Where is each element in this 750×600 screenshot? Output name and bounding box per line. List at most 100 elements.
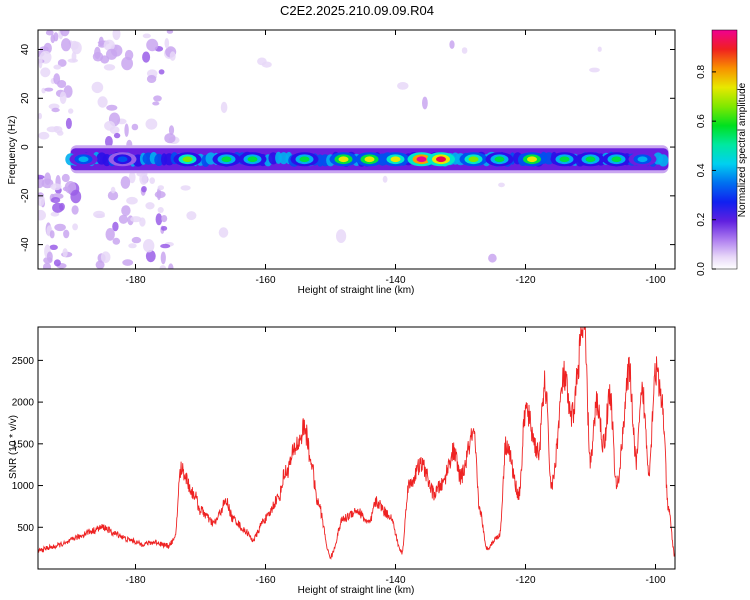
spectrogram-noise-blob [52,202,64,213]
spectrogram-noise-blob [110,186,116,194]
spectrogram-noise-blob [45,30,54,36]
y-tick-label: -40 [20,237,31,252]
spectrogram-peak [299,156,310,163]
spectrogram-peak [611,156,622,163]
spectrogram-noise-blob [166,30,174,34]
spectrogram-noise-blob [105,228,115,241]
spectrogram-noise-blob [41,178,54,189]
spectrogram-noise-blob [141,186,147,193]
spectrogram-noise-blob [54,126,63,134]
y-tick-label: 0 [20,144,31,150]
spectrogram-noise-blob [112,237,121,245]
x-tick-label: -120 [515,575,535,586]
spectrogram-noise-blob [68,108,74,114]
spectrogram-x-label: Height of straight line (km) [298,285,415,296]
spectrogram-noise-blob [46,251,53,263]
x-tick-label: -180 [125,575,145,586]
spectrogram-band-cell [658,154,669,167]
spectrogram-noise-blob [62,186,71,192]
spectrogram-peak [182,156,193,163]
x-tick-label: -100 [645,575,665,586]
spectrogram-noise-blob [40,67,51,78]
spectrogram-noise-blob [161,226,168,231]
spectrogram-noise-blob [104,120,116,131]
spectrogram-noise-blob [38,209,46,221]
spectrogram-noise-blob [70,189,82,204]
snr-y-axis: 500 1000 1500 2000 2500 [12,356,675,534]
spectrogram-y-label: Frequency (Hz) [7,116,18,185]
spectrogram-peak [78,156,89,163]
spectrogram-noise-blob [38,55,43,69]
spectrogram-heatmap [38,30,669,269]
spectrogram-noise-blob [61,38,71,52]
spectrogram-noise-blob [118,214,128,224]
spectrogram-noise-blob [53,73,61,85]
spectrogram-noise-blob [53,259,61,267]
spectrogram-noise-blob [103,39,115,51]
snr-x-axis: -180 -160 -140 -120 -100 [125,327,666,586]
spectrogram-noise-blob [112,30,121,41]
x-tick-label: -140 [385,275,405,286]
spectrogram-peak [559,156,570,163]
colorbar-ticks: 0.0 0.2 0.4 0.6 0.8 [696,64,716,276]
spectrogram-noise-blob [143,239,155,253]
spectrogram-noise-blob [38,131,50,140]
spectrogram-noise-blob [164,133,176,144]
spectrogram-noise-blob [71,205,79,215]
spectrogram-peak [364,156,375,163]
colorbar-tick-label: 0.4 [696,163,707,177]
spectrogram-peak [390,156,401,163]
spectrogram-noise-blob [157,207,164,213]
spectrogram-noise-blob [71,41,82,55]
spectrogram-noise-blob [106,48,118,60]
spectrogram-noise-blob [146,75,157,83]
spectrogram-noise-blob [95,260,105,269]
colorbar-tick-label: 0.0 [696,262,707,276]
spectrogram-noise-blob [103,64,116,71]
spectrogram-peak [247,156,258,163]
spectrogram-noise-blob [589,67,600,73]
spectrogram-noise-blob [49,244,58,250]
spectrogram-peak [585,156,596,163]
spectrogram-noise-blob [50,211,60,217]
spectrogram-noise-blob [131,123,139,131]
spectrogram-noise-blob [53,64,62,70]
spectrogram-noise-blob [168,125,175,136]
spectrogram-x-axis: -180 -160 -140 -120 -100 [125,30,666,286]
spectrogram-noise-blob [112,221,119,232]
spectrogram-noise-blob [159,265,167,269]
spectrogram-peak [436,156,446,163]
spectrogram-noise-blob [63,229,70,239]
spectrogram-peak [637,156,648,163]
spectrogram-noise-blob [49,230,55,239]
spectrogram-noise-blob [154,191,166,199]
spectrogram-peak [221,156,232,163]
spectrogram-noise-blob [38,174,45,180]
spectrogram-noise-blob [449,40,455,49]
spectrogram-noise-blob [169,51,176,61]
spectrogram-noise-blob [152,101,160,106]
spectrogram-noise-blob [105,136,113,148]
spectrogram-noise-blob [121,56,133,71]
snr-series-line [38,327,675,560]
snr-x-label: Height of straight line (km) [298,585,415,596]
figure-title: C2E2.2025.210.09.09.R04 [280,3,434,18]
colorbar-gradient [711,29,738,270]
spectrogram-noise-blob [145,250,156,263]
y-tick-label: 500 [17,523,34,534]
spectrogram-noise-blob [50,183,62,191]
snr-panel: -180 -160 -140 -120 -100 500 1000 1500 2000 2500… [8,326,676,596]
spectrogram-noise-blob [61,173,70,183]
spectrogram-noise-blob [113,132,121,139]
colorbar-tick-label: 0.8 [696,64,707,78]
spectrogram-noise-blob [498,182,505,188]
colorbar: 0.0 0.2 0.4 0.6 0.8 Normalized spectral ampl… [696,29,748,276]
y-tick-label: 20 [20,92,31,104]
spectrogram-noise-blob [44,87,54,92]
spectrogram-noise-blob [160,251,166,265]
spectrogram-noise-blob [51,107,60,113]
spectrogram-noise-blob [38,194,45,207]
spectrogram-noise-blob [65,117,72,130]
spectrogram-noise-blob [128,171,136,184]
